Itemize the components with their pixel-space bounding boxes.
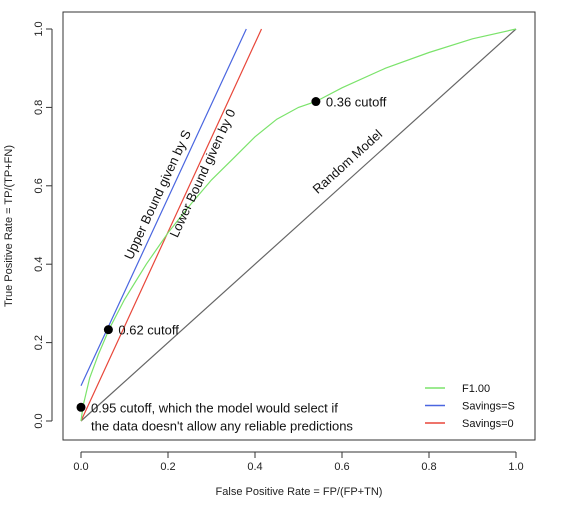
y-axis-title: True Positive Rate = TP/(TP+FN) bbox=[3, 145, 15, 307]
random-model-line bbox=[80, 28, 517, 422]
random-model-label: Random Model bbox=[310, 126, 386, 196]
y-tick-label: 1.0 bbox=[33, 21, 45, 36]
cutoff-point bbox=[103, 325, 113, 335]
x-tick-label: 0.8 bbox=[421, 461, 436, 473]
axes: 0.0 0.2 0.4 0.6 0.8 1.0 0.0 0.2 0.4 0.6 0.8 1.0 bbox=[33, 21, 524, 473]
cutoff-point bbox=[311, 97, 321, 107]
legend-label: F1.00 bbox=[462, 383, 490, 395]
y-tick-label: 0.6 bbox=[33, 178, 45, 193]
legend-label: Savings=0 bbox=[462, 418, 514, 430]
plot-frame bbox=[62, 11, 536, 441]
cutoff-point bbox=[76, 402, 86, 412]
y-tick-label: 0.4 bbox=[33, 257, 45, 272]
lower-bound-label: Lower Bound given by 0 bbox=[167, 107, 239, 240]
cutoff-markers: 0.95 cutoff, which the model would selec… bbox=[76, 95, 387, 433]
x-tick-label: 0.0 bbox=[73, 461, 88, 473]
cutoff-label: the data doesn't allow any reliable pred… bbox=[91, 418, 353, 433]
y-tick-label: 0.0 bbox=[33, 413, 45, 428]
x-axis-title: False Positive Rate = FP/(FP+TN) bbox=[216, 486, 383, 498]
x-tick-label: 0.4 bbox=[247, 461, 262, 473]
f1-curve bbox=[80, 28, 517, 422]
x-tick-label: 1.0 bbox=[508, 461, 523, 473]
savings-0-line bbox=[80, 28, 263, 422]
y-tick-label: 0.2 bbox=[33, 335, 45, 350]
y-tick-label: 0.8 bbox=[33, 100, 45, 115]
x-tick-label: 0.2 bbox=[160, 461, 175, 473]
legend: F1.00 Savings=S Savings=0 bbox=[425, 383, 515, 430]
upper-bound-label: Upper Bound given by S bbox=[121, 127, 194, 261]
x-tick-label: 0.6 bbox=[334, 461, 349, 473]
legend-label: Savings=S bbox=[462, 401, 515, 413]
cutoff-label: 0.95 cutoff, which the model would selec… bbox=[91, 400, 338, 415]
cutoff-label: 0.36 cutoff bbox=[326, 95, 387, 110]
cutoff-label: 0.62 cutoff bbox=[118, 323, 179, 338]
